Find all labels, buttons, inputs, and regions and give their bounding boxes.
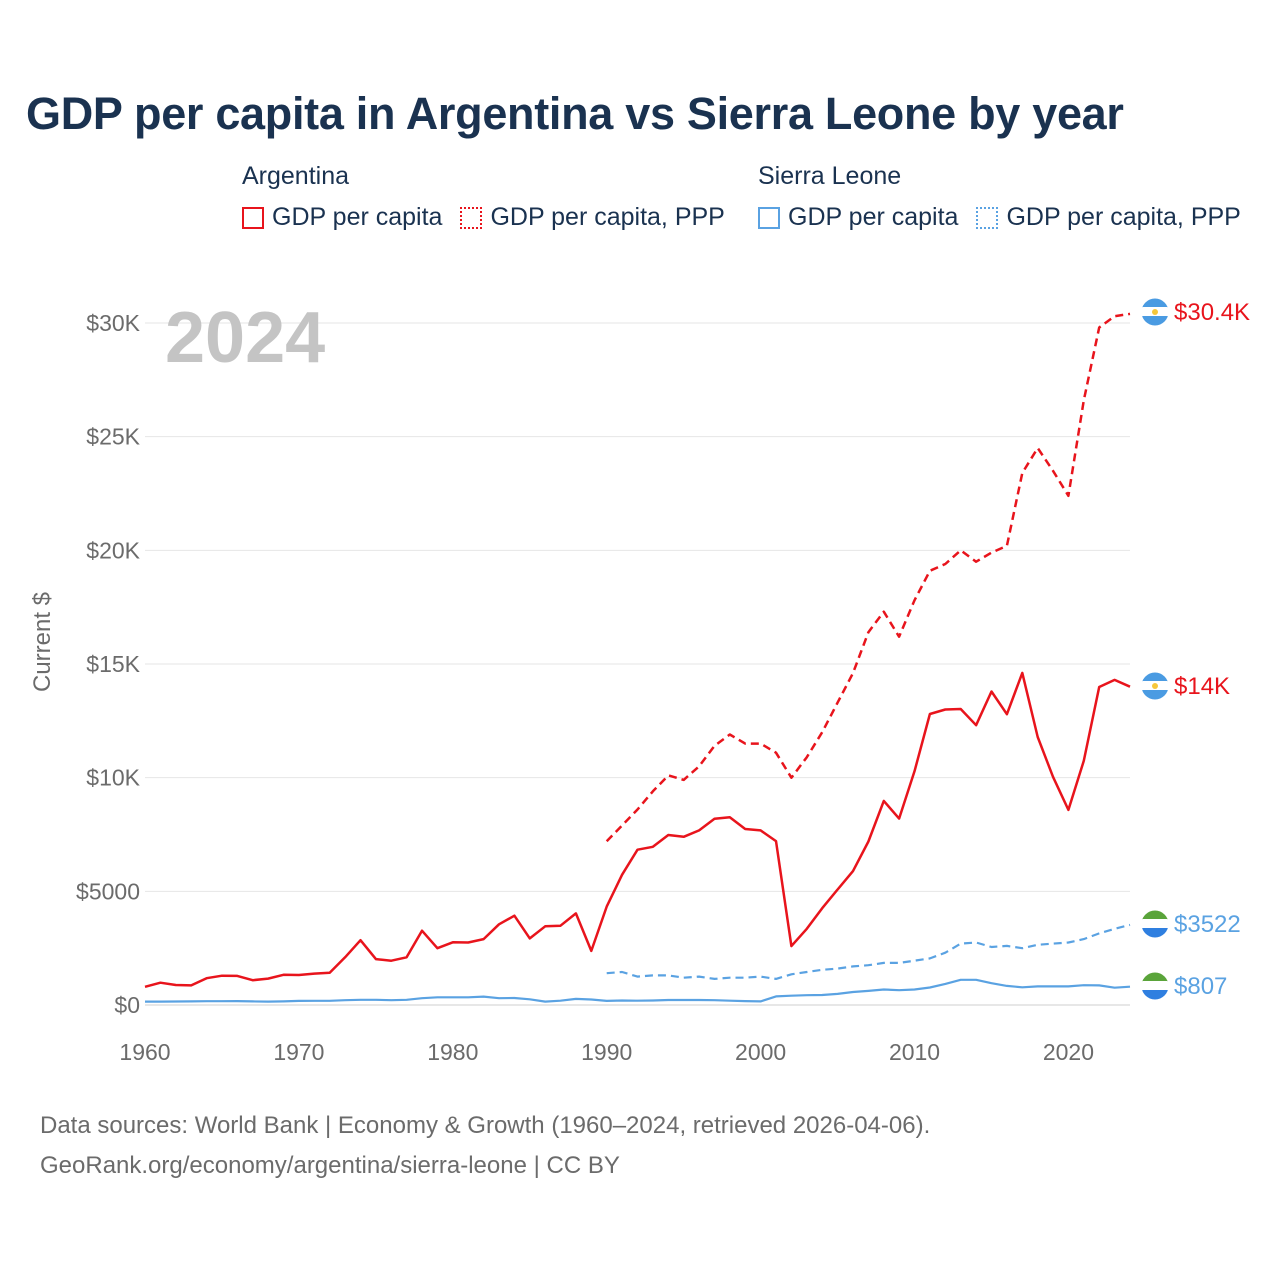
legend-swatch-dotted-blue: [976, 206, 999, 229]
sierra-leone-flag-icon: [1141, 910, 1169, 938]
x-tick-label: 1980: [427, 1039, 478, 1065]
y-tick-label: $0: [114, 992, 140, 1018]
sierra-leone-flag-icon: [1141, 972, 1169, 1000]
y-axis-label: Current $: [29, 592, 56, 692]
y-tick-label: $20K: [86, 537, 140, 563]
y-tick-label: $30K: [86, 310, 140, 336]
end-label-argentina-gdp-ppp: $30.4K: [1174, 299, 1250, 326]
chart-title: GDP per capita in Argentina vs Sierra Le…: [26, 88, 1124, 139]
legend-item-label: GDP per capita, PPP: [490, 203, 725, 231]
chart-footer: Data sources: World Bank | Economy & Gro…: [40, 1106, 930, 1186]
y-axis-ticks: $0 $5000 $10K $15K $20K $25K $30K: [76, 310, 141, 1018]
legend-item-argentina-gdp[interactable]: GDP per capita: [242, 203, 442, 232]
x-axis-ticks: 1960 1970 1980 1990 2000 2010 2020: [119, 1039, 1094, 1065]
legend-group-argentina: Argentina GDP per capita GDP per capita,…: [242, 162, 725, 232]
gridlines: [145, 322, 1130, 1006]
legend-item-label: GDP per capita: [272, 203, 443, 231]
footer-sources: Data sources: World Bank | Economy & Gro…: [40, 1112, 931, 1139]
legend-group-sierra-leone: Sierra Leone GDP per capita GDP per capi…: [758, 162, 1241, 232]
end-label-sierra-leone-gdp: $807: [1174, 973, 1227, 1000]
y-tick-label: $10K: [86, 765, 140, 791]
legend-item-label: GDP per capita: [788, 203, 959, 231]
legend-item-label: GDP per capita, PPP: [1006, 203, 1241, 231]
series-line-sierra-leone-gdp-per-capita: [145, 978, 1131, 1003]
series-line-sierra-leone-gdp-per-capita-ppp: [606, 923, 1131, 981]
legend-item-sierra-leone-gdp[interactable]: GDP per capita: [758, 203, 958, 232]
argentina-flag-icon: [1141, 298, 1169, 326]
x-tick-label: 1990: [581, 1039, 632, 1065]
y-tick-label: $25K: [86, 424, 140, 450]
legend-swatch-dotted-red: [460, 206, 483, 229]
series-line-argentina-gdp-per-capita-ppp: [605, 312, 1131, 843]
x-tick-label: 2010: [889, 1039, 940, 1065]
footer-link[interactable]: GeoRank.org/economy/argentina/sierra-leo…: [40, 1152, 620, 1179]
x-tick-label: 2020: [1043, 1039, 1094, 1065]
series-line-argentina-gdp-per-capita: [144, 671, 1131, 989]
legend-group-name: Argentina: [242, 162, 350, 190]
y-tick-label: $15K: [86, 651, 140, 677]
year-watermark: 2024: [165, 298, 325, 378]
x-tick-label: 1960: [119, 1039, 170, 1065]
legend-group-name: Sierra Leone: [758, 162, 902, 190]
x-tick-label: 2000: [735, 1039, 786, 1065]
series-lines: [144, 312, 1131, 1003]
y-tick-label: $5000: [76, 878, 140, 904]
x-tick-label: 1970: [273, 1039, 324, 1065]
argentina-flag-icon: [1141, 672, 1169, 700]
legend-swatch-solid-blue: [758, 206, 780, 229]
legend-item-argentina-gdp-ppp[interactable]: GDP per capita, PPP: [460, 203, 725, 232]
legend-swatch-solid-red: [242, 206, 264, 229]
end-label-argentina-gdp: $14K: [1174, 673, 1230, 700]
end-label-sierra-leone-gdp-ppp: $3522: [1174, 911, 1241, 938]
legend-item-sierra-leone-gdp-ppp[interactable]: GDP per capita, PPP: [976, 203, 1241, 232]
